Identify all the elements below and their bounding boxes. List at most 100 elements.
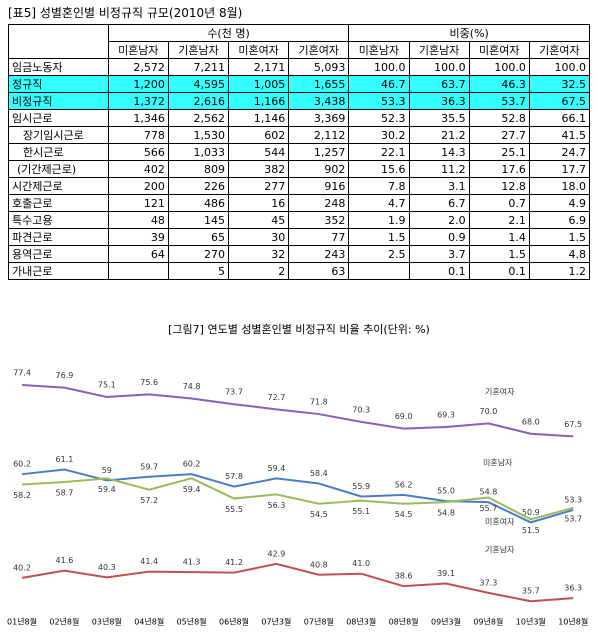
table-cell: 21.2: [408, 126, 470, 144]
data-label: 37.3: [479, 578, 497, 587]
table-cell: 3.7: [408, 245, 470, 263]
table-cell: 63.7: [408, 75, 470, 93]
data-label: 58.7: [55, 488, 73, 497]
header-cell: 기혼여자: [528, 41, 591, 59]
header-cell: 미혼여자: [228, 41, 290, 59]
table-cell: 30: [228, 228, 290, 246]
table-cell: 544: [228, 143, 290, 161]
data-label: 35.7: [522, 587, 540, 596]
table-cell: 11.2: [408, 160, 470, 178]
data-label: 53.7: [564, 514, 582, 523]
data-label: 41.2: [225, 558, 243, 567]
table-cell: 25.1: [468, 143, 530, 161]
table-row: 임시근로 1,346 2,562 1,146 3,369 52.3 35.5 52.8 66.1: [8, 109, 591, 127]
data-label: 55.9: [352, 482, 370, 491]
table-cell: 5,093: [288, 58, 350, 76]
table-cell: 1,655: [288, 75, 350, 93]
header-row: 미혼남자 기혼남자 미혼여자 기혼여자 미혼남자 기혼남자 미혼여자 기혼여자: [9, 41, 591, 59]
header-row: 수(천 명) 비중(%): [8, 24, 590, 59]
table-cell: 277: [228, 177, 290, 195]
data-label: 41.4: [140, 557, 158, 566]
table-row: 시간제근로 200 226 277 916 7.8 3.1 12.8 18.0: [8, 177, 591, 195]
table-cell: 12.8: [468, 177, 530, 195]
series-name: 미혼여자: [485, 517, 515, 527]
x-tick-label: 08년8월: [389, 617, 419, 627]
table-cell: 602: [228, 126, 290, 144]
table-cell: 46.7: [348, 75, 410, 93]
x-tick-label: 07년8월: [304, 617, 334, 627]
data-label: 53.3: [564, 495, 582, 504]
row-label: 파견근로: [8, 228, 109, 246]
table-cell: 226: [167, 177, 230, 195]
data-label: 58.4: [310, 469, 328, 478]
x-tick-label: 09년3월: [431, 617, 461, 627]
x-tick-label: 03년8월: [92, 617, 122, 627]
table-cell: 52.8: [468, 109, 530, 127]
data-label: 68.0: [522, 417, 540, 426]
table-cell: 14.3: [408, 143, 470, 161]
table-cell: 2.5: [348, 245, 410, 263]
table-cell: 2.1: [468, 211, 530, 229]
data-label: 57.2: [140, 496, 158, 505]
table-cell: 248: [288, 194, 350, 212]
header-cell: 비중(%): [348, 24, 590, 42]
table-cell: 63: [288, 262, 350, 280]
table-cell: 3,438: [288, 92, 350, 110]
data-label: 58.2: [13, 491, 31, 500]
table-cell: 3.1: [408, 177, 470, 195]
row-label: 특수고용: [8, 211, 109, 229]
table-cell: 0.9: [408, 228, 470, 246]
row-label: 비정규직: [8, 92, 109, 110]
row-label: 임시근로: [8, 109, 109, 127]
data-label: 55.5: [225, 505, 243, 514]
table-cell: 18.0: [528, 177, 591, 195]
table-cell: 53.7: [468, 92, 530, 110]
table-cell: 5: [167, 262, 230, 280]
header-cell: 미혼남자: [348, 41, 410, 59]
row-label: (기간제근로): [8, 160, 109, 178]
table-cell: 270: [167, 245, 230, 263]
table-cell: 402: [107, 160, 169, 178]
table-cell: 352: [288, 211, 350, 229]
data-label: 76.9: [55, 371, 73, 380]
table-cell: 16: [228, 194, 290, 212]
table-cell: 6.7: [408, 194, 470, 212]
data-label: 40.2: [13, 563, 31, 572]
x-tick-label: 09년8월: [473, 617, 503, 627]
data-label: 70.3: [352, 405, 370, 414]
table-cell: 15.6: [348, 160, 410, 178]
data-label: 41.6: [55, 556, 73, 565]
table-row: 장기임시근로 778 1,530 602 2,112 30.2 21.2 27.7 41.5: [8, 126, 591, 144]
data-label: 41.0: [352, 559, 370, 568]
data-label: 51.5: [522, 526, 540, 535]
table-cell: 0.1: [408, 262, 470, 280]
data-label: 55.7: [479, 504, 497, 513]
table-row: 정규직 1,200 4,595 1,005 1,655 46.7 63.7 46.3 32.5: [8, 75, 591, 93]
data-label: 57.8: [225, 472, 243, 481]
table-cell: 0.7: [468, 194, 530, 212]
table-cell: 809: [167, 160, 230, 178]
table-cell: [107, 262, 169, 280]
data-label: 75.6: [140, 378, 158, 387]
table-cell: 1,005: [228, 75, 290, 93]
data-label: 59.7: [140, 462, 158, 471]
table-cell: 4.8: [528, 245, 591, 263]
table-cell: 67.5: [528, 92, 591, 110]
row-label: 가내근로: [8, 262, 109, 280]
table-cell: 382: [228, 160, 290, 178]
data-label: 59.4: [267, 464, 285, 473]
table-cell: 27.7: [468, 126, 530, 144]
data-label: 54.8: [437, 509, 455, 518]
table-cell: 48: [107, 211, 169, 229]
table-cell: 1,530: [167, 126, 230, 144]
data-label: 54.8: [479, 488, 497, 497]
data-label: 60.2: [13, 460, 31, 469]
data-label: 75.1: [98, 380, 116, 389]
data-label: 40.8: [310, 560, 328, 569]
table-row: 용역근로 64 270 32 243 2.5 3.7 1.5 4.8: [8, 245, 591, 263]
header-cell: 수(천 명): [107, 24, 350, 42]
table-row: (기간제근로) 402 809 382 902 15.6 11.2 17.6 17.7: [8, 160, 591, 178]
row-label: 시간제근로: [8, 177, 109, 195]
data-label: 55.0: [437, 487, 455, 496]
